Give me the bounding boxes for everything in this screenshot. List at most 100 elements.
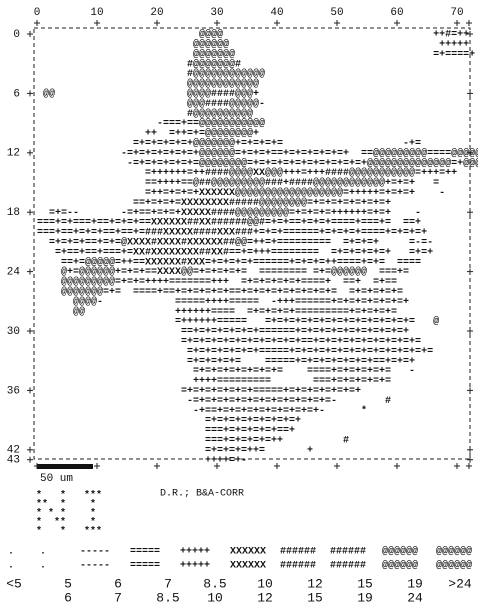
map-row: -=+=+=+=+=+=@@@@@@@@=+=+=+=+=+=+=+=+=+=+…	[37, 157, 478, 169]
y-tick-label: 24	[7, 267, 21, 279]
x-tick-label: 70	[450, 7, 463, 19]
key-from: 15	[357, 576, 373, 591]
map-row: =+=+=+=++= +	[37, 445, 313, 456]
map-row: -===+==@@@@@@@@@@@	[37, 118, 265, 130]
key-to: 10	[207, 590, 223, 605]
map-row: #@@@@@@@@@@@@	[37, 68, 265, 80]
map-row: -=+=+=+=+=+=+@@@@@@=+=+=+==+=+=+=+=+=+ =…	[37, 147, 478, 159]
x-tick-label: 10	[90, 7, 103, 19]
glyph-line: ** * *	[36, 499, 96, 511]
key-label: >24	[448, 576, 472, 591]
map-row: @@@@@@@ =+====+	[37, 48, 475, 60]
map-row: #@@@@@@@@@@	[37, 108, 253, 120]
key-symbol: .	[40, 547, 46, 558]
y-tick-label: 30	[7, 326, 20, 338]
key-symbol: ######	[280, 547, 316, 558]
key-from: 7	[164, 576, 172, 591]
y-tick-label: 42	[7, 445, 20, 457]
key-symbol: XXXXXX	[230, 561, 266, 572]
x-tick-label: 20	[150, 7, 163, 19]
key-from: 6	[114, 576, 122, 591]
map-row: ==+=+=+=XXXXXXXX#####@@@@@@@@=+=+=+=+=+=…	[37, 197, 391, 209]
key-symbol: @@@@@@	[382, 546, 418, 558]
key-from: 5	[64, 576, 72, 591]
scale-bar	[37, 464, 93, 469]
key-symbol: .	[8, 547, 14, 558]
map-row: =++++++===== =+=+=+=+=+=+=+=+=+=+=+=+= @	[37, 316, 439, 328]
map-row: =++++++=++####@@@@XX@@@+++=+++####@@@@@@…	[37, 167, 457, 179]
map-row: -+==+=+=+=+=+=+=+=+=+- *	[37, 405, 367, 417]
key-to: 6	[64, 590, 72, 605]
map-row: ===+=+=+=+=+==+	[37, 426, 295, 437]
y-tick-label: 43	[7, 455, 20, 467]
key-symbol: @@@@@@	[436, 560, 472, 572]
map-row: @@ ++++++==== =+=+=+=+=========+=+=+=+=	[37, 306, 397, 318]
key-to: 19	[357, 590, 373, 605]
glyph-line: * * ***	[36, 490, 102, 502]
key-label: <5	[6, 576, 22, 591]
key-symbol: -----	[80, 547, 110, 558]
key-symbol: ######	[280, 561, 316, 572]
map-row: @@@@@@@@@=+=+=++++=======+++ =+=+=+=+=+=…	[37, 276, 397, 288]
key-from: 10	[257, 576, 273, 591]
map-row: ==+=+=+=+=+=+======+=+=+=+=+=+=+=+=+=+	[37, 327, 409, 338]
map-row: =+=+=+=+=+=+=+=+=+=+==+=+=+=+=+=+=+=+=+=	[37, 337, 421, 348]
y-tick-label: 36	[7, 385, 20, 397]
map-row: @@@@@@@@@@@@	[37, 78, 259, 90]
key-symbol: +++++	[180, 561, 210, 572]
y-tick-label: 0	[13, 29, 20, 41]
map-row: ==++++==@##@@@@@@@@@###+####@@@@@@@@@@@@…	[37, 177, 439, 189]
key-symbol: @@@@@@	[436, 546, 472, 558]
map-row: @@@@@@@=+= ====+==+=+=+=+=+==+=+=+=+=+=+…	[37, 286, 403, 298]
key-symbol: ######	[330, 561, 366, 572]
map-row: =+=+=+=+=+=+=====+=+=+=+=+=+=+=+=+=+=+=+…	[37, 346, 433, 357]
note: D.R.; B&A-CORR	[160, 489, 244, 500]
map-row: @@@@ ++#=++	[37, 29, 469, 41]
map-row: @+=@@@@@@+=+=+==XXXX@@=+=+=+=+= ========…	[37, 266, 409, 278]
map-row: ++++========= ===+=+=+=+=+=	[37, 376, 391, 387]
key-symbol: =====	[130, 547, 160, 558]
x-tick-label: 30	[210, 7, 223, 19]
x-tick-label: 40	[270, 7, 283, 19]
map-row: @@@@@@ +++++	[37, 39, 469, 51]
key-symbol: XXXXXX	[230, 547, 266, 558]
x-tick-label: 50	[330, 7, 343, 19]
y-tick-label: 6	[13, 88, 20, 100]
map-frame	[33, 27, 471, 460]
key-from: 12	[307, 576, 323, 591]
x-tick-label: 0	[34, 7, 41, 19]
key-from: 19	[407, 576, 423, 591]
map-row: =++=+=+=+XXXXXX@@@@@@@@@@@@@@@@@@=+++++=…	[37, 187, 445, 199]
glyph-line: * ** *	[36, 517, 96, 529]
map-row: =+=+=+=+=+=+=====+=+=+=+=+=+=+	[37, 386, 361, 397]
key-to: 15	[307, 590, 323, 605]
map-row: =+=+=+=+=+@@@@@@@+=+=+=+= -+=	[37, 138, 421, 150]
key-to: 8.5	[156, 590, 179, 605]
map-row: ===+=+===+==+=+=+==XXXXXX##XX######@@#=+…	[37, 217, 421, 229]
x-tick-label: 60	[390, 7, 403, 19]
map-row: =+=+=+=+=+=+=+=+	[37, 416, 301, 427]
map-row: =+==+==+===+=XX#XXXXXXXX##XX#==+=+++====…	[37, 247, 433, 258]
map-row: -=+=+=+=+=+=+=+=+=+=+=+=- #	[37, 396, 391, 407]
scale-label: 50 um	[40, 473, 73, 485]
key-symbol: =====	[130, 561, 160, 572]
key-symbol: ######	[330, 547, 366, 558]
key-from: 8.5	[203, 576, 226, 591]
glyph-line: * * ***	[36, 526, 102, 538]
map-row: ==+=@@@@@=++==XXXXXX#XXX=+=+=+=+======+=…	[37, 256, 421, 268]
key-to: 24	[407, 590, 423, 605]
map-row: ++++=+-	[37, 455, 247, 466]
map-row: ===+=+=+=+=++ #	[37, 436, 349, 447]
map-row: @@ @@@@####@@@+	[37, 88, 259, 100]
glyph-line: * * * *	[36, 508, 96, 520]
key-symbol: @@@@@@	[382, 560, 418, 572]
map-row: @@@@- =====++++===== -+++======+=+=+=+=+…	[37, 296, 409, 308]
key-symbol: -----	[80, 561, 110, 572]
key-symbol: +++++	[180, 547, 210, 558]
map-row: =+=+=+=+= =====+=+=+=+=+=+=+==+=+=+	[37, 356, 415, 367]
map-row: ===+==+=+=+==+==+=###XXXXX####XXX###+=+=…	[37, 228, 427, 239]
key-to: 12	[257, 590, 273, 605]
map-row: =+=+=+=+=+=+=+= ====+=+=+=+=+= - @	[37, 365, 478, 377]
map-row: @@@####@@@@@-	[37, 98, 265, 110]
